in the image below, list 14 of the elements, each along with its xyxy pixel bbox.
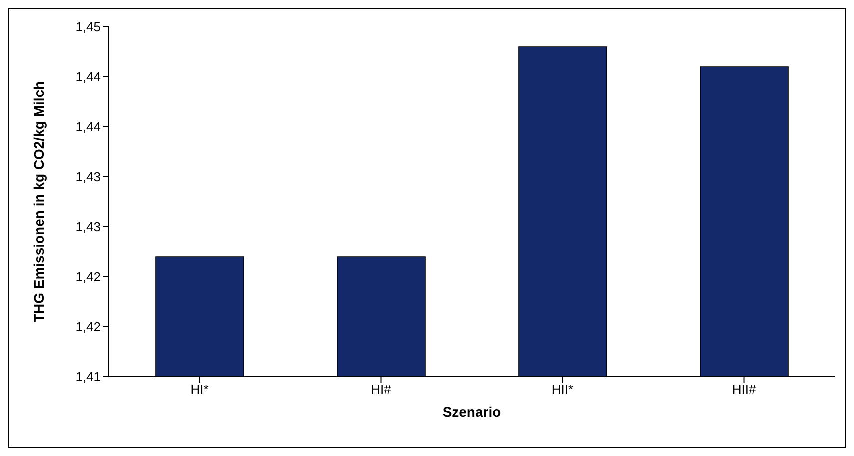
x-tick-label: HI* — [190, 382, 209, 398]
x-axis-title: Szenario — [442, 404, 502, 420]
y-tick-label: 1,42 — [76, 320, 101, 335]
y-tick-label: 1,41 — [76, 370, 101, 385]
y-tick-label: 1,42 — [76, 270, 101, 285]
y-tick-label: 1,44 — [76, 120, 101, 135]
y-axis-title: THG Emissionen in kg CO2/kg Milch — [30, 81, 47, 323]
x-tick-label: HII* — [552, 382, 574, 398]
y-tick-label: 1,44 — [76, 70, 101, 85]
x-tick-label: HI# — [371, 382, 392, 398]
y-tick-label: 1,45 — [76, 20, 101, 35]
y-tick-label: 1,43 — [76, 170, 101, 185]
y-tick-label: 1,43 — [76, 220, 101, 235]
x-tick-label: HII# — [732, 382, 757, 398]
